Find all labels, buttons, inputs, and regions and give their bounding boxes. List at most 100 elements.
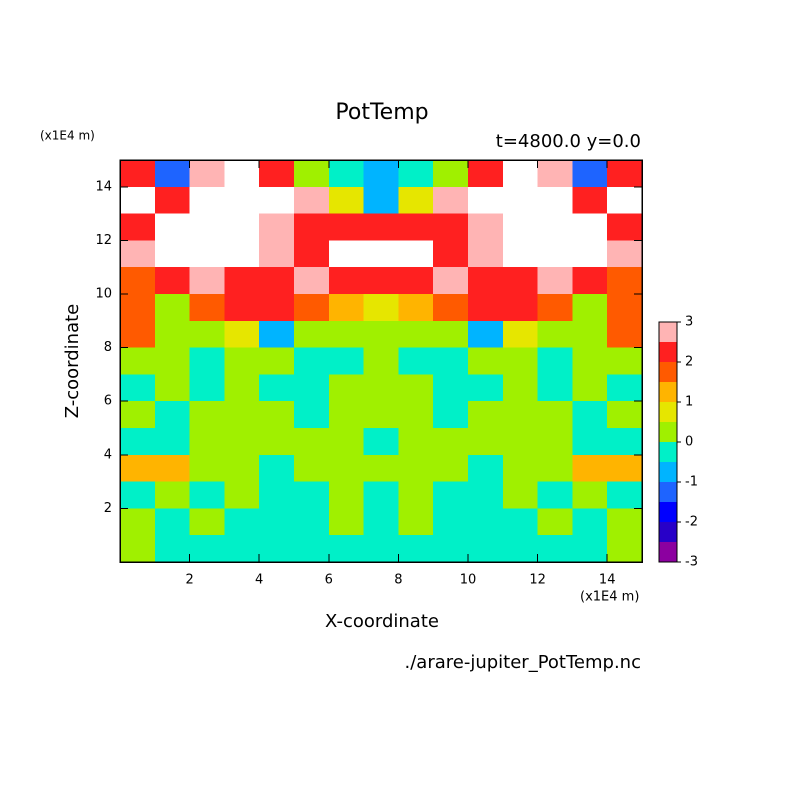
contour-cell (120, 267, 155, 294)
contour-cell (572, 401, 608, 428)
contour-cell (294, 508, 329, 536)
contour-cell (607, 508, 642, 536)
contour-cell (189, 508, 225, 536)
contour-cell (294, 374, 329, 402)
x-tick-label: 4 (255, 573, 263, 588)
contour-cell (154, 267, 190, 294)
contour-cell (398, 267, 434, 294)
contour-cell (572, 213, 608, 241)
contour-cell (363, 428, 399, 455)
contour-cell (537, 535, 573, 562)
contour-cell (607, 186, 642, 214)
contour-cell (468, 320, 503, 348)
contour-cell (224, 320, 260, 348)
contour-cell (502, 186, 538, 214)
contour-cell (537, 160, 573, 187)
contour-cell (537, 374, 573, 402)
contour-cell (433, 374, 468, 402)
contour-cell (572, 240, 608, 268)
contour-cell (189, 535, 225, 562)
contour-cell (502, 213, 538, 241)
contour-cell (363, 213, 399, 241)
colorbar-swatch (659, 382, 677, 402)
contour-cell (502, 267, 538, 294)
contour-cell (607, 320, 642, 348)
contour-cell (607, 401, 642, 428)
contour-cell (328, 428, 364, 455)
contour-cell (120, 454, 155, 482)
y-tick-label: 6 (104, 394, 112, 409)
contour-cell (120, 374, 155, 402)
x-axis-label: X-coordinate (325, 611, 439, 632)
contour-cell (502, 320, 538, 348)
contour-cell (502, 401, 538, 428)
contour-cell (468, 186, 503, 214)
y-tick-label: 2 (104, 501, 112, 516)
chart-title: PotTemp (335, 100, 428, 125)
contour-cell (363, 374, 399, 402)
contour-cell (433, 481, 468, 509)
contour-cell (468, 160, 503, 187)
contour-cell (502, 374, 538, 402)
contour-cell (328, 374, 364, 402)
contour-cell (572, 320, 608, 348)
contour-cell (259, 213, 294, 241)
contour-cell (154, 160, 190, 187)
contour-cell (398, 186, 434, 214)
contour-cell (224, 294, 260, 321)
colorbar-swatch (659, 522, 677, 542)
contour-cell (259, 535, 294, 562)
colorbar-tick-label: -2 (685, 515, 698, 530)
contour-cell (607, 294, 642, 321)
contour-cell (363, 454, 399, 482)
contour-cell (224, 160, 260, 187)
contour-cell (189, 320, 225, 348)
colorbar-swatch (659, 502, 677, 522)
contour-cell (433, 454, 468, 482)
contour-cell (363, 347, 399, 375)
y-tick-label: 14 (95, 179, 112, 194)
contour-cell (224, 481, 260, 509)
contour-cell (398, 347, 434, 375)
contour-cell (502, 428, 538, 455)
x-unit: (x1E4 m) (580, 590, 639, 605)
contour-cell (502, 160, 538, 187)
contour-cell (502, 535, 538, 562)
contour-cell (120, 508, 155, 536)
colorbar-tick-label: 2 (685, 355, 693, 370)
contour-cell (189, 428, 225, 455)
contour-cell (363, 481, 399, 509)
contour-cell (294, 481, 329, 509)
contour-cell (224, 267, 260, 294)
contour-cell (363, 320, 399, 348)
contour-cell (537, 294, 573, 321)
contour-cell (607, 267, 642, 294)
contour-cell (189, 213, 225, 241)
contour-cell (259, 186, 294, 214)
contour-cell (537, 454, 573, 482)
y-unit: (x1E4 m) (40, 129, 95, 143)
contour-cell (363, 267, 399, 294)
colorbar-swatch (659, 342, 677, 362)
contour-cell (572, 481, 608, 509)
contour-cell (537, 401, 573, 428)
contour-cell (398, 508, 434, 536)
contour-cell (259, 401, 294, 428)
contour-cell (363, 160, 399, 187)
contour-cell (259, 160, 294, 187)
contour-cell (398, 454, 434, 482)
colorbar-swatch (659, 402, 677, 422)
contour-cell (120, 294, 155, 321)
contour-cell (433, 294, 468, 321)
chart-subtitle: t=4800.0 y=0.0 (496, 131, 641, 152)
contour-cell (433, 213, 468, 241)
contour-cell (189, 481, 225, 509)
contour-cell (363, 186, 399, 214)
colorbar-swatch (659, 322, 677, 342)
contour-cell (468, 508, 503, 536)
colorbar-swatch (659, 442, 677, 462)
contour-cell (120, 347, 155, 375)
x-tick-label: 12 (529, 573, 546, 588)
contour-cell (328, 320, 364, 348)
contour-cell (154, 428, 190, 455)
